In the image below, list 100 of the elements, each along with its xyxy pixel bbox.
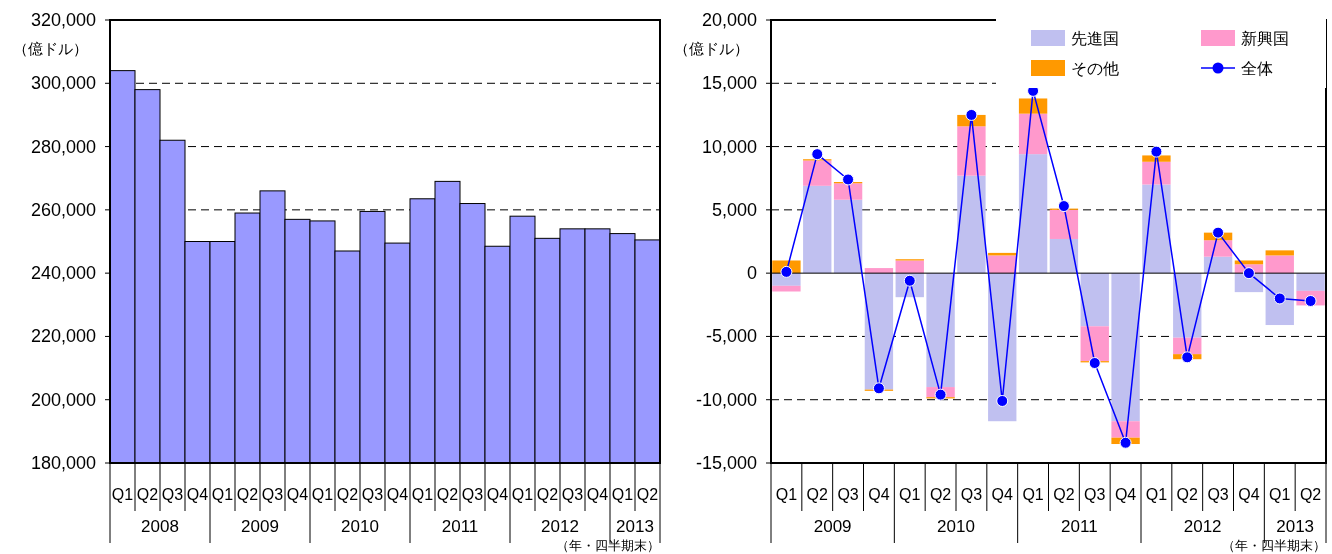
y-tick-label: 320,000: [30, 10, 96, 30]
bar: [1049, 209, 1079, 239]
x-tick-label: Q2: [136, 486, 159, 503]
y-tick-label: -10,000: [695, 389, 757, 410]
y-axis-title: （億ドル）: [674, 40, 749, 57]
point: [1088, 357, 1101, 370]
bar: [1265, 250, 1294, 256]
legend-label: その他: [1071, 60, 1119, 77]
y-tick-label: 20,000: [701, 10, 757, 30]
bar: [833, 183, 863, 200]
point: [1057, 200, 1070, 213]
x-tick-label: Q2: [236, 486, 259, 503]
bar: [1265, 255, 1294, 274]
y-tick-label: 240,000: [30, 263, 96, 284]
x-tick-label: Q1: [611, 486, 634, 503]
bar: [772, 285, 801, 292]
x-tick-label: Q1: [775, 486, 798, 503]
bar: [833, 199, 863, 274]
bar: [864, 273, 894, 390]
text: 2013: [616, 517, 654, 536]
x-tick-label: Q2: [436, 486, 459, 503]
bar: [1080, 273, 1109, 327]
text: 2012: [1183, 517, 1222, 536]
legend-label: 全体: [1241, 60, 1273, 77]
bar: [803, 185, 832, 274]
x-tick-label: Q4: [486, 486, 509, 503]
y-tick-label: 10,000: [701, 136, 757, 157]
text: 2010: [937, 517, 975, 536]
point: [934, 388, 947, 401]
x-tick-label: Q2: [929, 486, 952, 503]
point: [1181, 351, 1194, 364]
y-tick-label: 5,000: [711, 199, 757, 220]
bar: [926, 273, 955, 388]
bar: [1142, 184, 1171, 274]
x-axis-title: （年・四半期末）: [556, 538, 660, 553]
x-tick-label: Q1: [1022, 486, 1044, 503]
text: 2011: [441, 517, 479, 536]
x-tick-label: Q3: [361, 486, 384, 503]
point: [996, 394, 1009, 407]
x-tick-label: Q4: [386, 486, 409, 503]
text: 2013: [1276, 517, 1315, 536]
x-tick-label: Q4: [186, 486, 209, 503]
bar: [988, 255, 1017, 274]
point: [965, 108, 978, 121]
x-tick-label: Q1: [899, 486, 921, 503]
point: [842, 173, 855, 186]
x-tick-label: Q1: [311, 486, 334, 503]
y-axis-title: （億ドル）: [13, 40, 88, 57]
legend-label: 先進国: [1071, 30, 1119, 47]
y-tick-label: -15,000: [695, 453, 757, 473]
bar: [1018, 154, 1048, 274]
text: 2009: [241, 517, 279, 536]
text: 2011: [1061, 517, 1098, 536]
x-tick-label: Q3: [960, 486, 983, 503]
text: 2009: [813, 517, 852, 536]
x-tick-label: Q1: [511, 486, 534, 503]
x-tick-label: Q2: [1299, 486, 1322, 503]
bar: [957, 175, 986, 274]
y-tick-label: 220,000: [30, 326, 96, 347]
x-tick-label: Q1: [1269, 486, 1291, 503]
y-tick-label: 200,000: [30, 389, 96, 410]
legend-label: 新興国: [1241, 30, 1289, 47]
y-tick-label: 300,000: [30, 73, 96, 94]
point: [872, 382, 885, 395]
bar: [1111, 273, 1140, 422]
x-tick-label: Q4: [1238, 486, 1260, 503]
point: [1150, 145, 1163, 158]
x-tick-label: Q4: [868, 486, 890, 503]
x-tick-label: Q2: [1053, 486, 1075, 503]
bar: [1080, 326, 1109, 362]
x-tick-label: Q2: [336, 486, 359, 503]
text: 2008: [141, 517, 179, 536]
x-tick-label: Q1: [411, 486, 434, 503]
bar: [1234, 260, 1264, 265]
x-tick-label: Q4: [586, 486, 609, 503]
y-tick-label: 280,000: [30, 136, 96, 157]
bar: [803, 160, 832, 186]
x-tick-label: Q2: [806, 486, 829, 503]
bar: [1173, 273, 1202, 338]
y-tick-label: 260,000: [30, 199, 96, 220]
x-tick-label: Q4: [991, 486, 1014, 503]
x-tick-label: Q3: [561, 486, 584, 503]
x-tick-label: Q2: [536, 486, 559, 503]
x-tick-label: Q3: [161, 486, 184, 503]
bar: [1265, 273, 1294, 326]
bar: [895, 260, 924, 274]
x-tick-label: Q4: [1114, 486, 1137, 503]
point: [1242, 267, 1255, 280]
x-tick-label: Q2: [636, 486, 659, 503]
bar: [1296, 273, 1325, 291]
point: [811, 148, 824, 161]
x-tick-label: Q3: [261, 486, 284, 503]
text: 2012: [541, 517, 579, 536]
point: [1119, 436, 1132, 449]
y-tick-label: 180,000: [30, 453, 96, 473]
x-tick-label: Q3: [1207, 486, 1229, 503]
x-tick-label: Q3: [461, 486, 484, 503]
y-tick-label: -5,000: [705, 326, 757, 347]
x-tick-label: Q4: [286, 486, 309, 503]
x-tick-label: Q1: [1145, 486, 1168, 503]
